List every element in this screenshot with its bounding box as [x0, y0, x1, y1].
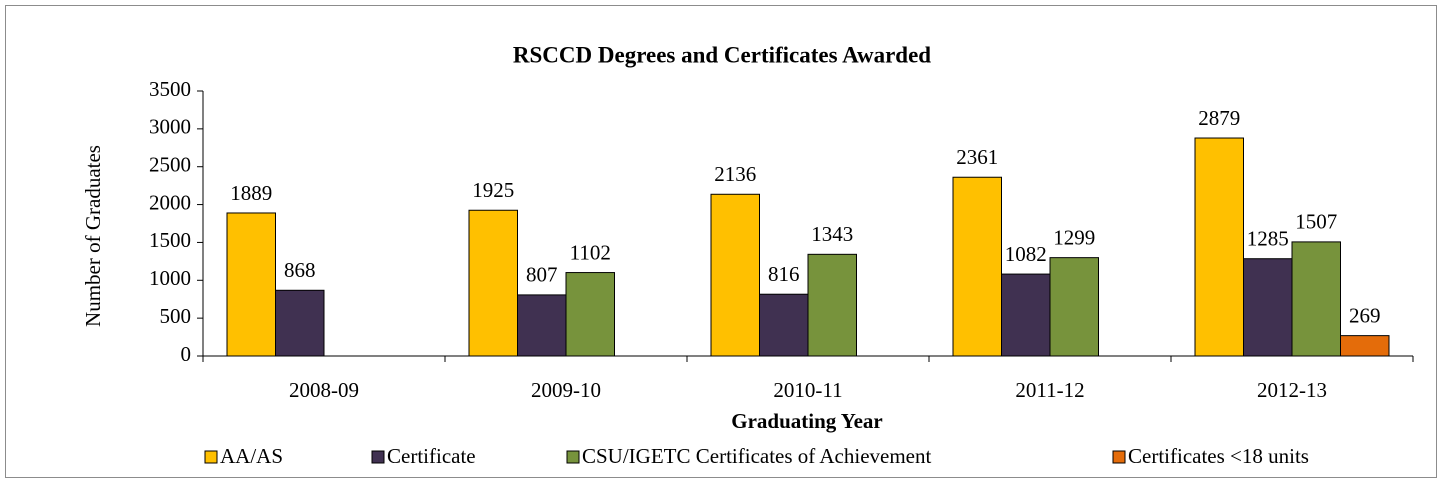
data-label: 2879 — [1198, 106, 1240, 130]
data-label: 1299 — [1053, 225, 1095, 249]
y-tick-label: 3000 — [149, 115, 191, 139]
bar — [275, 289, 325, 357]
bar — [226, 212, 276, 357]
x-tick-label: 2010-11 — [773, 378, 842, 402]
y-tick-label: 1000 — [149, 266, 191, 290]
y-tick-label: 500 — [160, 304, 192, 328]
legend-swatch — [1112, 450, 1126, 464]
x-tick-label: 2011-12 — [1015, 378, 1084, 402]
bar — [1194, 137, 1244, 357]
legend-label: Certificate — [387, 444, 476, 468]
legend-label: AA/AS — [220, 444, 283, 468]
data-label: 2361 — [956, 145, 998, 169]
data-label: 269 — [1349, 303, 1381, 327]
data-label: 1082 — [1005, 242, 1047, 266]
y-tick-label: 2500 — [149, 153, 191, 177]
y-tick-label: 0 — [181, 342, 192, 366]
x-axis-title: Graduating Year — [731, 409, 882, 433]
bar — [1001, 273, 1051, 357]
bar — [1243, 258, 1293, 357]
chart-title: RSCCD Degrees and Certificates Awarded — [513, 42, 931, 67]
bar — [952, 176, 1002, 357]
y-tick-label: 2000 — [149, 190, 191, 214]
data-label: 868 — [284, 258, 316, 282]
y-tick-label: 1500 — [149, 228, 191, 252]
data-label: 807 — [526, 263, 558, 287]
bar — [517, 294, 567, 357]
x-tick-label: 2008-09 — [289, 378, 359, 402]
x-tick-label: 2009-10 — [531, 378, 601, 402]
legend-swatch — [204, 450, 218, 464]
legend-label: CSU/IGETC Certificates of Achievement — [582, 444, 931, 468]
legend-swatch — [566, 450, 580, 464]
legend-label: Certificates <18 units — [1128, 444, 1309, 468]
bar — [1291, 241, 1341, 357]
x-tick-label: 2012-13 — [1257, 378, 1327, 402]
data-label: 1285 — [1247, 227, 1289, 251]
data-label: 1889 — [230, 181, 272, 205]
y-axis-title: Number of Graduates — [81, 145, 105, 327]
data-label: 816 — [768, 262, 800, 286]
bar — [807, 253, 857, 357]
legend-swatch — [371, 450, 385, 464]
data-label: 1343 — [811, 222, 853, 246]
bar — [1340, 335, 1390, 357]
bar — [759, 293, 809, 357]
data-label: 1925 — [472, 178, 514, 202]
data-label: 2136 — [714, 162, 756, 186]
y-tick-label: 3500 — [149, 77, 191, 101]
bar — [1049, 257, 1099, 357]
bar — [468, 209, 518, 357]
bar — [565, 272, 615, 357]
data-label: 1102 — [570, 240, 611, 264]
data-label: 1507 — [1295, 210, 1337, 234]
bar — [710, 193, 760, 357]
